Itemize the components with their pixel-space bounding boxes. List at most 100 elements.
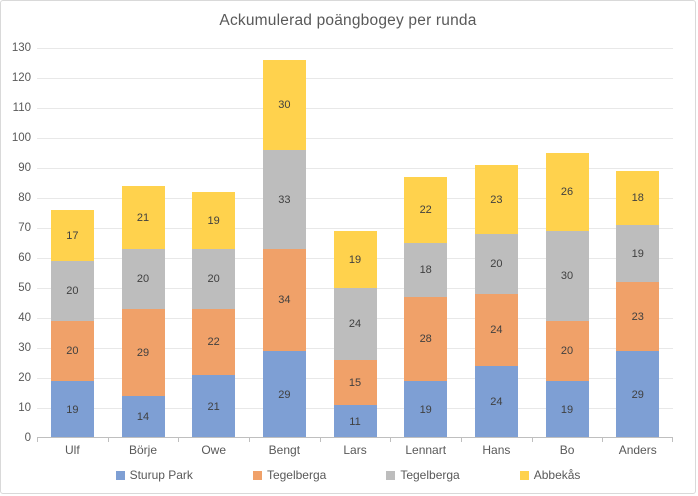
- legend-item-1: Sturup Park: [115, 468, 193, 482]
- bar-segment-series-4: 19: [333, 231, 377, 288]
- legend-item-3: Tegelberga: [386, 468, 460, 482]
- x-axis-tick: [672, 438, 673, 442]
- x-axis-label-lennart: Lennart: [405, 443, 447, 457]
- data-label: 34: [278, 294, 291, 306]
- bar-segment-series-2: 15: [333, 360, 377, 405]
- data-label: 19: [348, 253, 362, 266]
- data-label: 19: [66, 403, 79, 416]
- x-axis-tick: [602, 438, 603, 442]
- data-label: 23: [490, 193, 503, 206]
- data-label: 19: [419, 403, 432, 416]
- data-label: 14: [136, 411, 150, 423]
- data-label: 33: [278, 193, 291, 206]
- bar-slot-lars: 11 15 24 19: [320, 48, 391, 438]
- bar-segment-series-2: 22: [192, 309, 236, 375]
- bar-segment-series-4: 26: [545, 153, 589, 231]
- gridline: [37, 228, 673, 229]
- bar-segment-series-3: 20: [50, 261, 94, 321]
- bar-slot-bengt: 29 34 33 30: [249, 48, 320, 438]
- data-label: 21: [136, 211, 150, 224]
- data-label: 20: [207, 273, 220, 285]
- bar-segment-series-3: 18: [404, 243, 448, 297]
- bar-segment-series-4: 22: [404, 177, 448, 243]
- y-tick-label: 130: [11, 42, 31, 54]
- data-label: 24: [490, 324, 503, 336]
- x-axis-tick: [37, 438, 38, 442]
- gridline: [37, 48, 673, 49]
- bar-anders: 29 23 19 18: [616, 171, 660, 438]
- bar-slot-owe: 21 22 20 19: [178, 48, 249, 438]
- bar-segment-series-1: 24: [474, 366, 518, 438]
- bar-segment-series-1: 14: [121, 396, 165, 438]
- data-label: 20: [66, 345, 79, 357]
- data-label: 11: [349, 415, 361, 428]
- bar-segment-series-2: 20: [545, 321, 589, 381]
- y-tick-label: 60: [18, 252, 31, 264]
- bar-hans: 24 24 20 23: [474, 165, 518, 438]
- legend-swatch-icon: [386, 470, 396, 480]
- bar-segment-series-1: 29: [262, 351, 306, 438]
- x-axis-line: [37, 437, 673, 438]
- plot-area: 19 20 20 17 14 29 20 21 21 22 20 19 29 34 33 30 11 15 24 19…: [37, 48, 673, 442]
- legend-label: Abbekås: [533, 468, 581, 482]
- data-label: 29: [278, 388, 291, 401]
- gridline: [37, 168, 673, 169]
- data-label: 20: [66, 285, 79, 297]
- chart-title: Ackumulerad poängbogey per runda: [219, 12, 477, 29]
- data-label: 19: [560, 403, 574, 416]
- data-label: 15: [348, 376, 362, 389]
- bar-slot-bo: 19 20 30 26: [532, 48, 603, 438]
- legend-swatch-icon: [115, 470, 125, 480]
- bar-segment-series-3: 20: [474, 234, 518, 294]
- x-axis-label-lars: Lars: [343, 443, 367, 457]
- data-label: 18: [419, 264, 432, 276]
- data-label: 29: [631, 388, 644, 401]
- bar-slot-ulf: 19 20 20 17: [37, 48, 108, 438]
- gridline: [37, 78, 673, 79]
- legend-label: Tegelberga: [266, 468, 327, 482]
- bar-owe: 21 22 20 19: [192, 192, 236, 438]
- x-axis-tick: [532, 438, 533, 442]
- data-label: 19: [207, 214, 220, 227]
- bar-slot-lennart: 19 28 18 22: [390, 48, 461, 438]
- x-axis-label-anders: Anders: [618, 443, 657, 457]
- legend-swatch-icon: [252, 470, 262, 480]
- y-tick-label: 70: [18, 222, 31, 234]
- data-label: 21: [207, 400, 220, 413]
- data-label: 22: [207, 336, 220, 348]
- y-tick-label: 110: [12, 102, 31, 114]
- data-label: 29: [136, 346, 150, 359]
- bar-segment-series-2: 20: [50, 321, 94, 381]
- y-tick-label: 50: [18, 282, 31, 294]
- data-label: 30: [560, 270, 574, 282]
- x-axis-label-börje: Börje: [129, 443, 158, 457]
- bar-segment-series-3: 20: [192, 249, 236, 309]
- data-label: 18: [631, 192, 644, 204]
- x-axis-label-bengt: Bengt: [268, 443, 301, 457]
- y-tick-label: 80: [18, 192, 31, 204]
- x-axis-tick: [461, 438, 462, 442]
- x-axis-label-bo: Bo: [559, 443, 575, 457]
- bar-lars: 11 15 24 19: [333, 231, 377, 438]
- x-axis-label-hans: Hans: [482, 443, 511, 457]
- x-axis-tick: [320, 438, 321, 442]
- bar-segment-series-3: 33: [262, 150, 306, 249]
- y-tick-label: 120: [11, 72, 31, 84]
- x-axis-labels: Ulf Börje Owe Bengt Lars Lennart Hans Bo Anders: [37, 443, 673, 457]
- bar-bo: 19 20 30 26: [545, 153, 589, 438]
- gridline: [37, 108, 673, 109]
- data-label: 20: [560, 345, 574, 357]
- bar-segment-series-2: 23: [616, 282, 660, 351]
- bar-segment-series-3: 30: [545, 231, 589, 321]
- y-tick-label: 90: [18, 162, 31, 174]
- data-label: 19: [631, 247, 644, 260]
- legend-label: Tegelberga: [400, 468, 460, 482]
- legend-item-2: Tegelberga: [252, 468, 327, 482]
- bar-segment-series-2: 34: [262, 249, 306, 351]
- bar-segment-series-3: 24: [333, 288, 377, 360]
- bar-slot-börje: 14 29 20 21: [108, 48, 179, 438]
- bar-segment-series-4: 18: [616, 171, 660, 225]
- bar-segment-series-1: 21: [192, 375, 236, 438]
- x-axis-tick: [249, 438, 250, 442]
